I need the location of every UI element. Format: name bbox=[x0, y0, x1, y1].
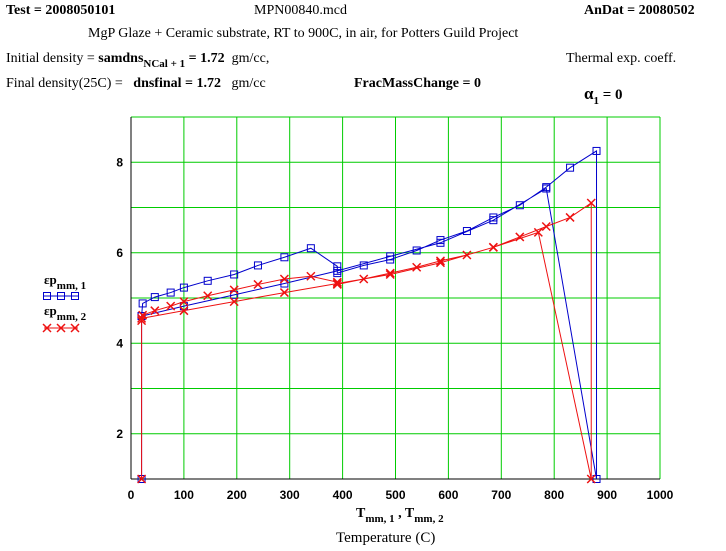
series-2-point bbox=[138, 310, 148, 320]
x-tick-label: 200 bbox=[227, 488, 247, 502]
series-2-point bbox=[332, 278, 342, 289]
y-tick-label: 4 bbox=[116, 336, 123, 350]
series-1-point bbox=[230, 290, 239, 299]
series-1-point bbox=[306, 244, 315, 253]
x-tick-label: 700 bbox=[491, 488, 511, 502]
test-id: Test = 2008050101 bbox=[6, 3, 116, 18]
series-1-line bbox=[141, 150, 598, 480]
series-2-point bbox=[488, 242, 498, 252]
series-2-point bbox=[435, 256, 445, 266]
x-tick-label: 900 bbox=[597, 488, 617, 502]
test-description: MgP Glaze + Ceramic substrate, RT to 900… bbox=[88, 26, 519, 41]
series-2-point bbox=[359, 274, 369, 284]
y-tick-label: 6 bbox=[116, 246, 123, 260]
series-1-point bbox=[515, 201, 524, 210]
series-1-point bbox=[462, 227, 471, 236]
series-2-point bbox=[229, 297, 239, 307]
series-2-point bbox=[541, 221, 551, 232]
series-1-point bbox=[436, 238, 445, 247]
series-2-point bbox=[385, 268, 395, 278]
series-1-point bbox=[280, 253, 289, 262]
series-2-point bbox=[150, 306, 160, 316]
x-tick-label: 1000 bbox=[647, 488, 674, 502]
series-2-point bbox=[166, 301, 176, 311]
series-1-point bbox=[230, 270, 239, 279]
series-2-point bbox=[565, 212, 575, 222]
legend-series-2-marker bbox=[56, 323, 66, 333]
series-2-point bbox=[279, 288, 289, 298]
series-1-point bbox=[253, 261, 262, 270]
frac-mass-change: FracMassChange = 0 bbox=[354, 76, 481, 91]
x-tick-label: 600 bbox=[438, 488, 458, 502]
series-1-point bbox=[138, 299, 147, 308]
series-1-point bbox=[386, 252, 395, 261]
x-axis-variables: Tmm, 1 , Tmm, 2 bbox=[356, 506, 444, 525]
series-2-point bbox=[203, 291, 213, 301]
series-2-point bbox=[533, 227, 543, 237]
legend-series-1-marker bbox=[57, 292, 65, 300]
series-2-point bbox=[385, 269, 395, 280]
final-density: Final density(25C) = dnsfinal = 1.72 gm/… bbox=[6, 76, 266, 91]
series-1-point bbox=[203, 276, 212, 285]
series-1-point bbox=[566, 163, 575, 172]
alpha-value: α1 = 0 bbox=[584, 84, 623, 107]
series-2-point bbox=[179, 306, 189, 316]
series-2-point bbox=[586, 198, 596, 208]
series-2-point bbox=[179, 297, 189, 307]
thermal-exp-label: Thermal exp. coeff. bbox=[566, 51, 677, 66]
legend-series2-label: εpmm, 2 bbox=[44, 303, 87, 323]
series-2-point bbox=[515, 232, 525, 242]
series-2-point bbox=[435, 258, 445, 268]
x-axis-title: Temperature (C) bbox=[336, 530, 436, 546]
series-1-point bbox=[359, 261, 368, 270]
legend-series1-label: εpmm, 1 bbox=[44, 272, 87, 292]
file-name: MPN00840.mcd bbox=[254, 3, 347, 18]
series-2-point bbox=[306, 271, 316, 281]
series-2-point bbox=[332, 277, 342, 287]
series-2-point bbox=[137, 313, 147, 323]
series-1-point bbox=[150, 293, 159, 302]
legend-series-2-marker bbox=[70, 323, 80, 333]
x-tick-label: 0 bbox=[128, 488, 135, 502]
series-1-point bbox=[333, 266, 342, 275]
series-1-point bbox=[166, 288, 175, 297]
series-1-point bbox=[542, 184, 551, 193]
initial-density: Initial density = samdnsNCal + 1 = 1.72 … bbox=[6, 51, 270, 70]
x-tick-label: 800 bbox=[544, 488, 564, 502]
series-1-point bbox=[592, 475, 601, 483]
series-2-point bbox=[229, 285, 239, 295]
series-1-point bbox=[489, 216, 498, 225]
series-2-point bbox=[279, 274, 289, 284]
series-2-point bbox=[253, 279, 263, 289]
series-2-point bbox=[412, 262, 422, 272]
series-2-point bbox=[586, 474, 596, 484]
series-1-point bbox=[179, 283, 188, 292]
x-tick-label: 500 bbox=[385, 488, 405, 502]
series-1-point bbox=[412, 246, 421, 255]
legend-series-1-marker bbox=[71, 292, 79, 300]
legend-series-1-marker bbox=[43, 292, 51, 300]
series-2-point bbox=[137, 474, 147, 484]
series-1-point bbox=[592, 146, 601, 155]
analysis-date: AnDat = 20080502 bbox=[584, 3, 695, 18]
x-tick-label: 100 bbox=[174, 488, 194, 502]
legend-series-2-marker bbox=[42, 323, 52, 333]
y-tick-label: 8 bbox=[116, 155, 123, 169]
x-tick-label: 400 bbox=[333, 488, 353, 502]
series-2-point bbox=[462, 250, 472, 260]
y-tick-label: 2 bbox=[116, 427, 123, 441]
x-tick-label: 300 bbox=[280, 488, 300, 502]
